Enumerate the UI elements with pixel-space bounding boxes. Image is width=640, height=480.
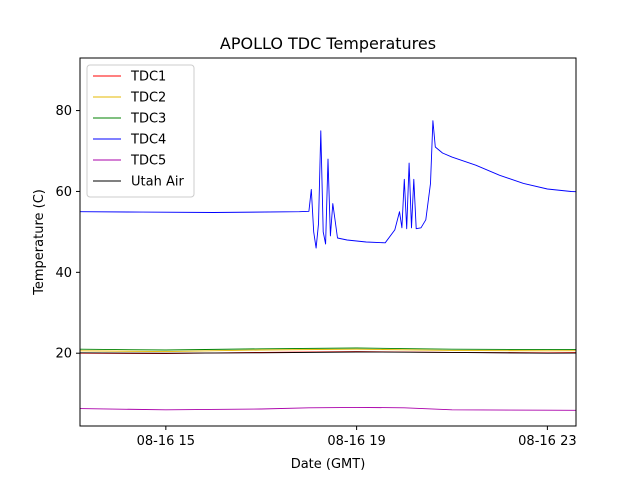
series-line-tdc4 xyxy=(80,120,576,249)
legend-label: TDC5 xyxy=(130,154,166,169)
legend-box xyxy=(86,64,195,198)
y-tick-label: 60 xyxy=(55,185,72,200)
plot-frame xyxy=(79,57,577,427)
y-tick-label: 80 xyxy=(55,104,72,119)
y-tick-label: 20 xyxy=(55,347,72,362)
series-line-tdc2 xyxy=(80,348,576,353)
legend-label: TDC1 xyxy=(130,70,166,85)
x-axis-label: Date (GMT) xyxy=(291,457,366,472)
series-line-tdc5 xyxy=(80,406,576,411)
legend: TDC1 TDC2 TDC3 TDC4 TDC5 Utah Air xyxy=(86,64,195,198)
x-tick-label: 08-16 15 xyxy=(137,434,195,449)
chart-title: APOLLO TDC Temperatures xyxy=(220,34,436,53)
legend-label: TDC4 xyxy=(130,133,166,148)
legend-label: Utah Air xyxy=(131,175,184,190)
series-line-utah-air xyxy=(80,351,576,354)
legend-label: TDC3 xyxy=(130,112,166,127)
y-tick-label: 40 xyxy=(55,266,72,281)
plot-area xyxy=(80,120,576,411)
x-tick-label: 08-16 23 xyxy=(518,434,576,449)
legend-label: TDC2 xyxy=(130,91,166,106)
y-axis-label: Temperature (C) xyxy=(32,189,47,296)
y-axis: 20 40 60 80 xyxy=(55,104,80,362)
x-tick-label: 08-16 19 xyxy=(327,434,385,449)
series-line-tdc3 xyxy=(80,347,576,351)
